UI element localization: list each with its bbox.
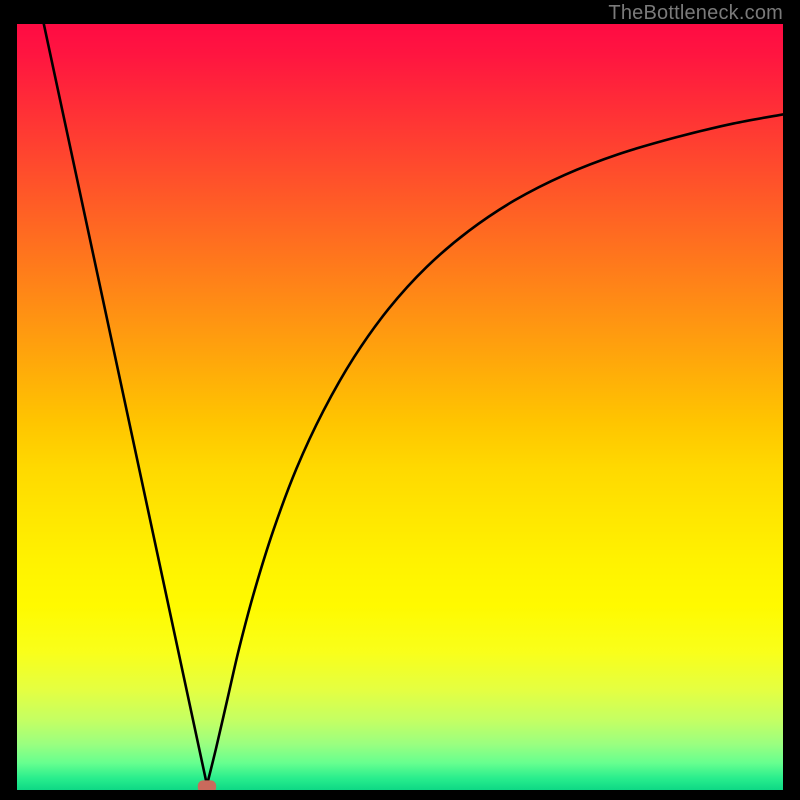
outer-frame: TheBottleneck.com [0,0,800,800]
bottleneck-curve-chart [17,24,783,790]
vertex-marker [198,780,216,790]
watermark-text: TheBottleneck.com [608,2,783,25]
plot-area [17,24,783,790]
